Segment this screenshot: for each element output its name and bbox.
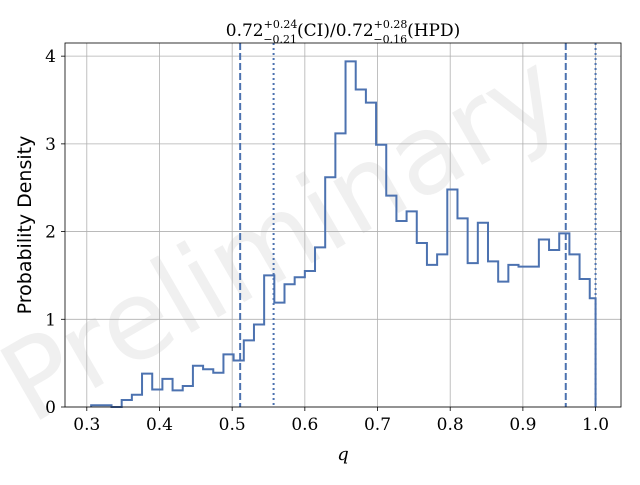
title-hpd-minus: −0.16 (373, 33, 407, 46)
y-tick-label: 1 (45, 310, 56, 330)
chart-title: 0.72+0.24 −0.21(CI)/0.72+0.28 −0.16(HPD) (226, 18, 461, 46)
title-separator: / (330, 21, 336, 41)
plot-frame (64, 42, 622, 408)
histogram-step-line (90, 60, 597, 408)
title-hpd-tag: (HPD) (407, 21, 460, 41)
x-tick-label: 0.7 (364, 415, 391, 435)
x-tick-label: 0.5 (219, 415, 246, 435)
x-tick-label: 0.8 (437, 415, 464, 435)
y-tick-label: 2 (45, 223, 56, 243)
tick-layer: 0.3 0.4 0.5 0.6 0.7 0.8 0.9 1.0 0 1 2 3 4 (45, 47, 609, 435)
x-tick-label: 0.9 (509, 415, 536, 435)
title-ci-tag: (CI) (297, 21, 330, 41)
title-center: 0.72 (226, 21, 264, 41)
y-tick-label: 4 (45, 47, 56, 67)
title-ci-minus: −0.21 (263, 33, 297, 46)
y-tick-label: 3 (45, 135, 56, 155)
title-hpd-plus: +0.28 (374, 18, 408, 31)
watermark-preliminary: Preliminary (0, 26, 582, 447)
histogram-layer (90, 60, 597, 408)
x-tick-label: 0.4 (146, 415, 173, 435)
y-axis-label: Probability Density (14, 136, 36, 315)
x-tick-label: 0.6 (291, 415, 318, 435)
y-tick-label: 0 (45, 398, 56, 418)
x-tick-label: 0.3 (73, 415, 100, 435)
title-ci-plus: +0.24 (264, 18, 298, 31)
x-axis-label: q (337, 444, 349, 465)
title-hpd-center: 0.72 (336, 21, 374, 41)
credible-interval-lines (239, 43, 597, 407)
x-tick-label: 1.0 (582, 415, 609, 435)
